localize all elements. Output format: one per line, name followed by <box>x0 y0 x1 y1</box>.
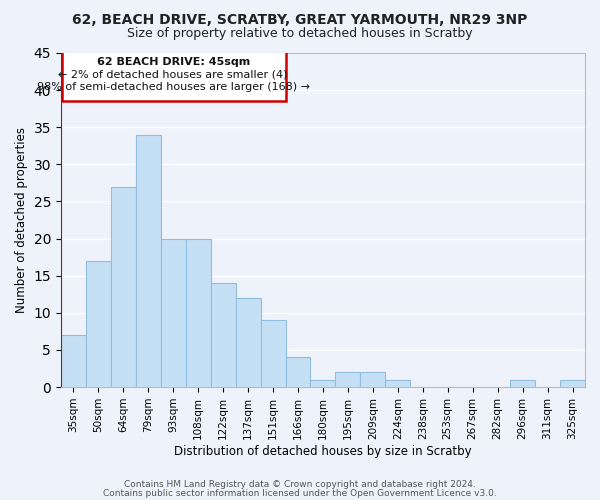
FancyBboxPatch shape <box>62 50 286 102</box>
Bar <box>61 335 86 387</box>
Text: Contains HM Land Registry data © Crown copyright and database right 2024.: Contains HM Land Registry data © Crown c… <box>124 480 476 489</box>
Bar <box>286 358 310 387</box>
Bar <box>385 380 410 387</box>
X-axis label: Distribution of detached houses by size in Scratby: Distribution of detached houses by size … <box>174 444 472 458</box>
Text: ← 2% of detached houses are smaller (4): ← 2% of detached houses are smaller (4) <box>58 70 288 80</box>
Text: 62 BEACH DRIVE: 45sqm: 62 BEACH DRIVE: 45sqm <box>97 56 250 66</box>
Bar <box>335 372 361 387</box>
Bar <box>211 283 236 387</box>
Bar <box>86 261 111 387</box>
Bar <box>185 238 211 387</box>
Text: 62, BEACH DRIVE, SCRATBY, GREAT YARMOUTH, NR29 3NP: 62, BEACH DRIVE, SCRATBY, GREAT YARMOUTH… <box>73 12 527 26</box>
Bar <box>161 238 185 387</box>
Bar <box>111 186 136 387</box>
Bar <box>361 372 385 387</box>
Text: 98% of semi-detached houses are larger (168) →: 98% of semi-detached houses are larger (… <box>37 82 310 92</box>
Bar <box>260 320 286 387</box>
Y-axis label: Number of detached properties: Number of detached properties <box>15 127 28 313</box>
Bar <box>310 380 335 387</box>
Bar <box>236 298 260 387</box>
Text: Contains public sector information licensed under the Open Government Licence v3: Contains public sector information licen… <box>103 488 497 498</box>
Bar <box>136 134 161 387</box>
Bar <box>560 380 585 387</box>
Text: Size of property relative to detached houses in Scratby: Size of property relative to detached ho… <box>127 28 473 40</box>
Bar <box>510 380 535 387</box>
